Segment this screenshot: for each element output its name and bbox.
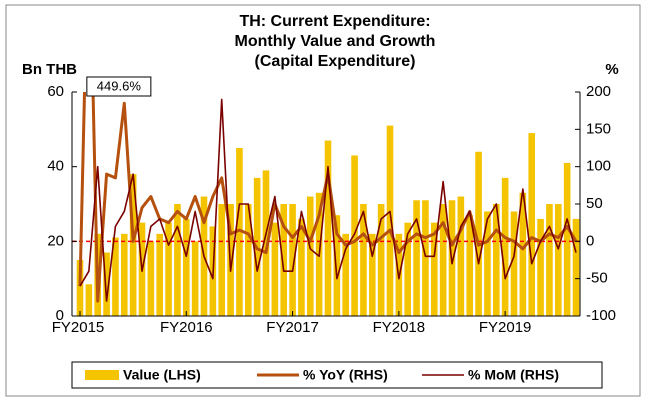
- line-layer: [78, 92, 578, 303]
- bar: [103, 252, 110, 316]
- bar: [351, 155, 358, 316]
- bar: [457, 196, 465, 316]
- legend-label: % YoY (RHS): [303, 367, 388, 383]
- y-tick-label: 0: [56, 307, 64, 324]
- bar: [492, 204, 500, 316]
- bar: [528, 133, 536, 316]
- bar: [413, 200, 420, 316]
- chart-title: TH: Current Expenditure:: [239, 13, 430, 30]
- data-label: 449.6%: [97, 78, 142, 93]
- bar: [244, 204, 252, 316]
- bar: [439, 204, 447, 316]
- bar: [475, 151, 482, 316]
- chart-title: Monthly Value and Growth: [235, 33, 436, 50]
- legend-box: [71, 361, 603, 389]
- bar: [165, 222, 172, 316]
- y2-tick-label: 50: [586, 195, 603, 212]
- bar: [76, 260, 84, 316]
- bar: [510, 211, 518, 316]
- y-tick-label: 40: [47, 158, 64, 175]
- y-tick-label: 60: [47, 83, 64, 100]
- bar: [147, 241, 155, 316]
- bar: [466, 215, 474, 316]
- bar: [333, 215, 341, 316]
- bar: [324, 140, 332, 316]
- bar: [572, 218, 580, 316]
- x-tick-label: FY2018: [373, 319, 426, 336]
- bar: [156, 233, 164, 316]
- bar: [537, 218, 544, 316]
- bar: [271, 222, 279, 316]
- bar: [501, 177, 509, 316]
- bar: [191, 241, 199, 316]
- bar: [554, 204, 562, 316]
- bar: [360, 204, 367, 316]
- y2-tick-label: 150: [586, 120, 611, 137]
- bar: [368, 233, 376, 316]
- bar: [112, 237, 119, 316]
- bar: [546, 204, 553, 316]
- x-tick-label: FY2016: [160, 319, 213, 336]
- legend: Value (LHS) % YoY (RHS) % MoM (RHS): [85, 367, 559, 383]
- bar: [174, 204, 181, 316]
- bar: [386, 125, 394, 316]
- x-tick-label: FY2017: [266, 319, 319, 336]
- bar: [430, 222, 438, 316]
- bar: [342, 233, 350, 316]
- bar: [422, 200, 429, 316]
- bar: [120, 233, 128, 316]
- line-series: [79, 98, 577, 302]
- bar: [563, 162, 571, 316]
- bar: [306, 196, 314, 316]
- bar: [85, 284, 93, 316]
- bar: [484, 211, 491, 316]
- chart-title: (Capital Expenditure): [255, 53, 416, 70]
- y2-tick-label: -50: [586, 270, 608, 287]
- y-tick-label: 20: [47, 232, 64, 249]
- bar: [182, 218, 190, 316]
- legend-label: % MoM (RHS): [468, 367, 559, 383]
- bar: [404, 222, 412, 316]
- bar: [280, 204, 288, 316]
- y2-tick-label: 200: [586, 83, 611, 100]
- legend-label: Value (LHS): [123, 367, 201, 383]
- y2-tick-label: 100: [586, 158, 611, 175]
- y2-tick-label: -100: [586, 307, 616, 324]
- bar: [298, 218, 305, 316]
- bar: [519, 192, 527, 316]
- plot: [72, 92, 580, 316]
- bar: [289, 204, 296, 316]
- y-axis-label: Bn THB: [22, 61, 77, 78]
- x-tick-label: FY2015: [52, 319, 105, 336]
- bar: [377, 204, 385, 316]
- x-tick-label: FY2019: [479, 319, 532, 336]
- bar: [236, 148, 243, 316]
- bar: [262, 170, 270, 316]
- bar: [129, 174, 137, 316]
- y2-tick-label: 0: [586, 232, 594, 249]
- y2-axis-label: %: [605, 61, 618, 78]
- bar: [218, 204, 226, 316]
- annotation-box: [86, 76, 152, 97]
- legend-swatch: [85, 370, 119, 380]
